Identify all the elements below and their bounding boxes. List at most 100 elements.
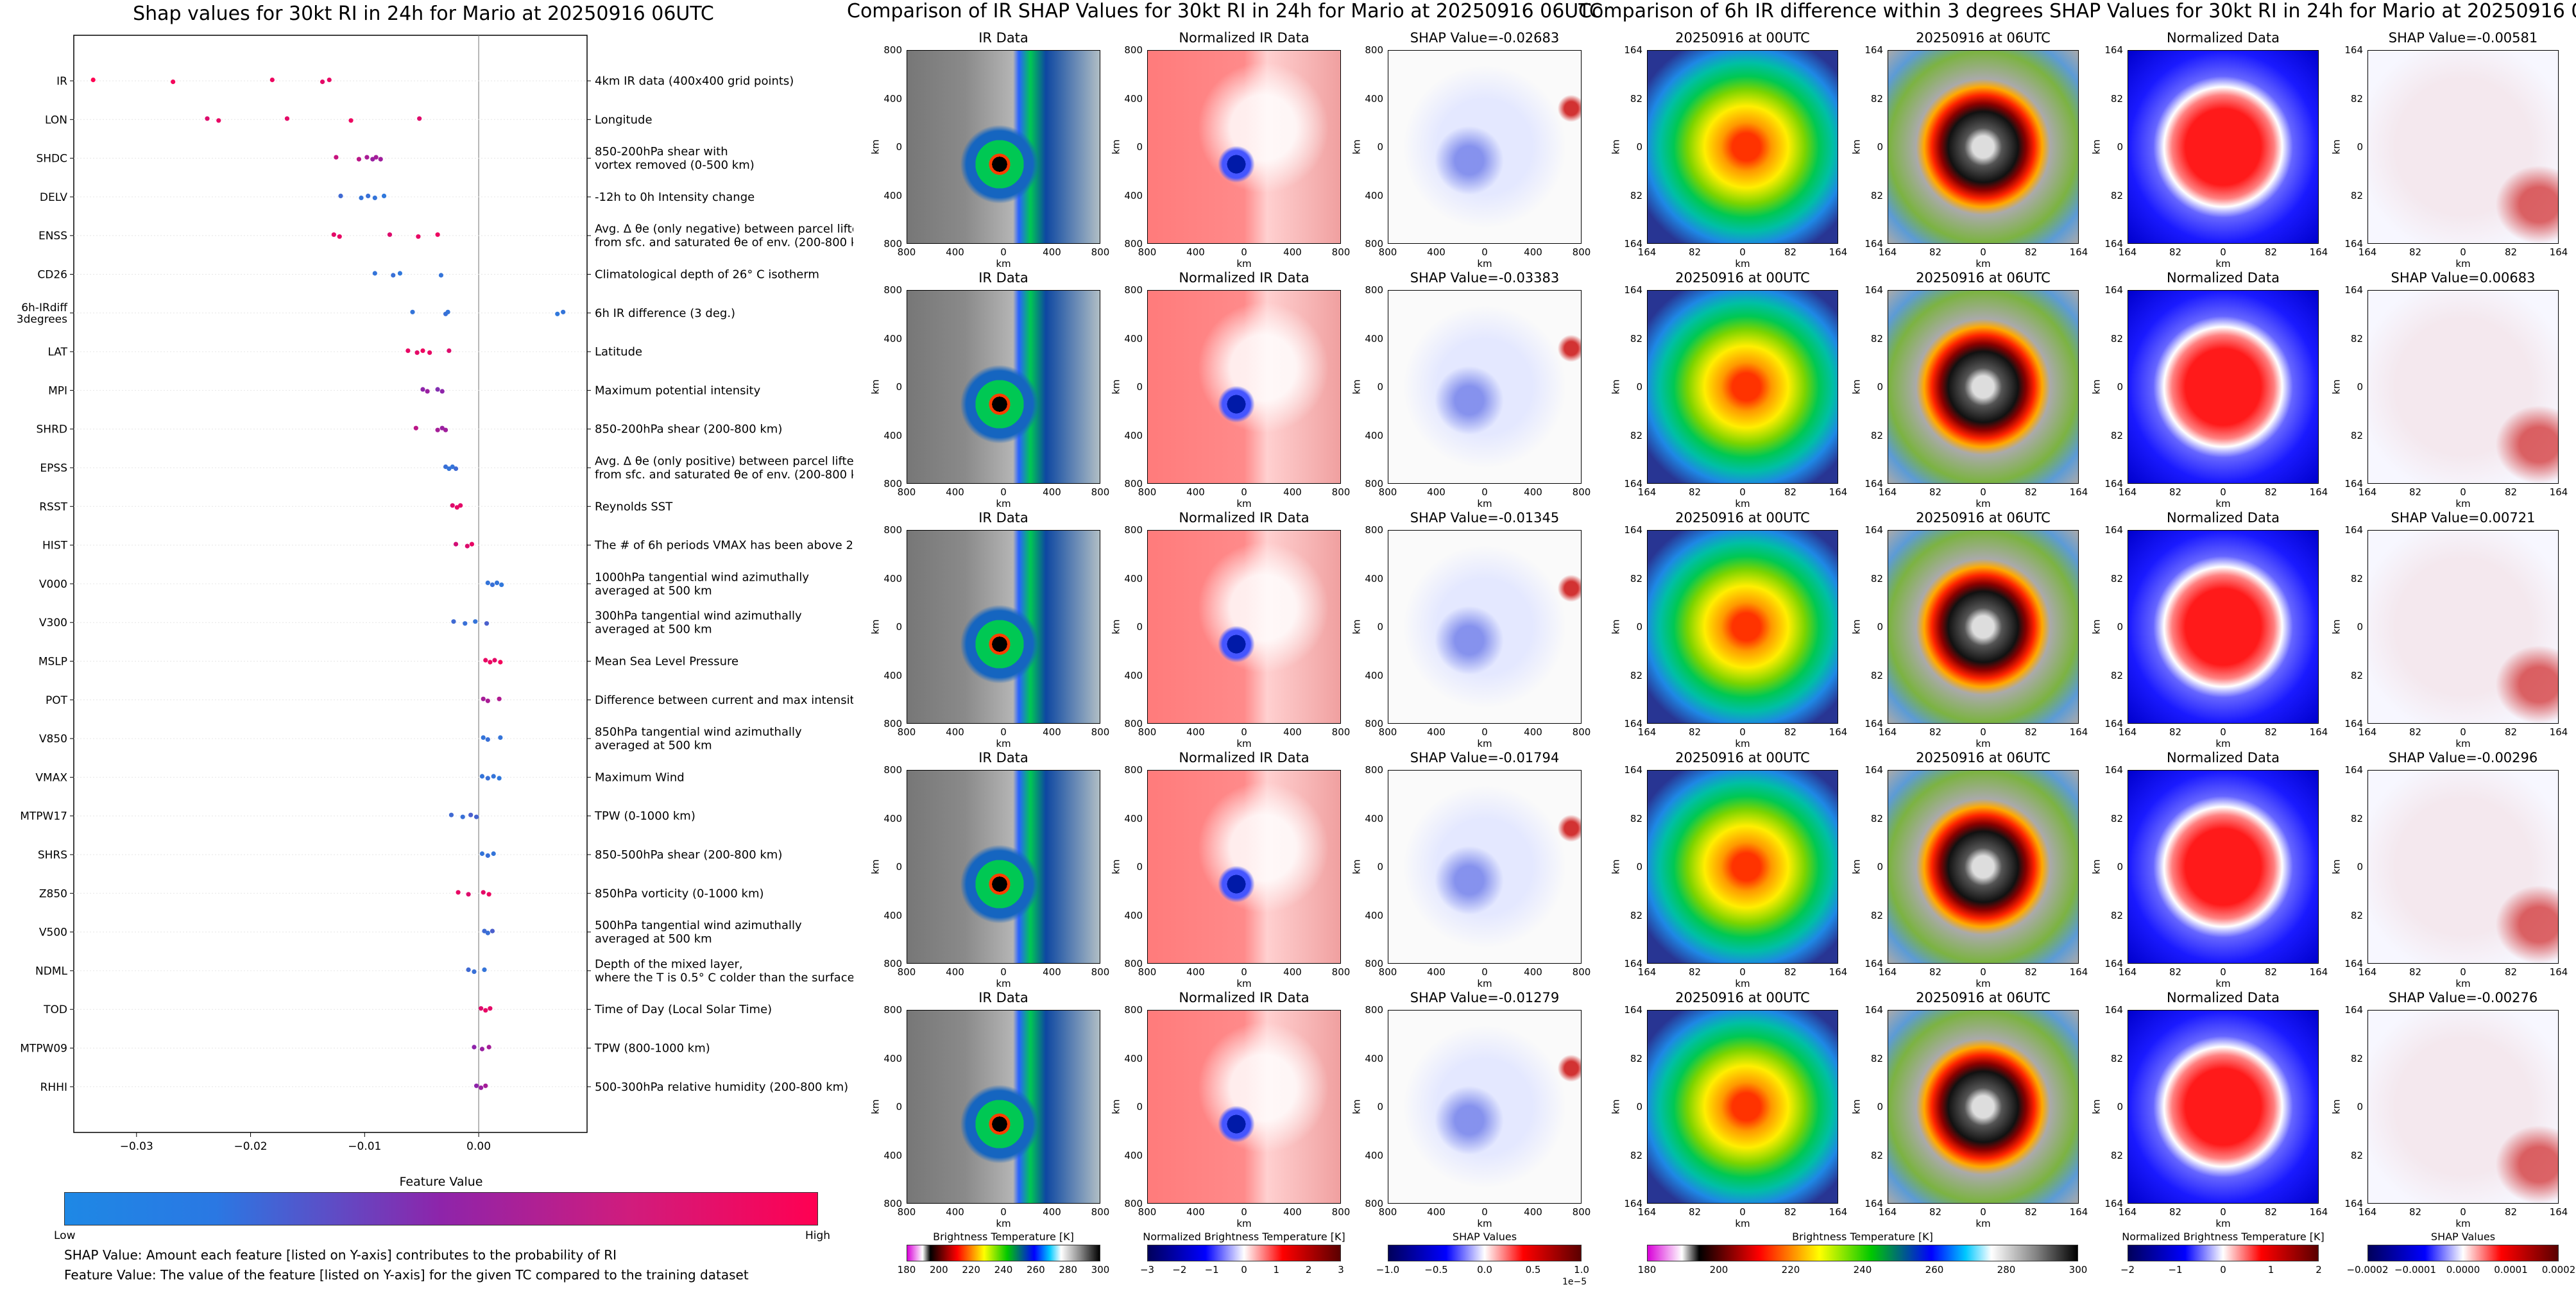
shap-point bbox=[481, 696, 486, 701]
shap-point bbox=[417, 116, 422, 121]
ir-panel-0-0-xlabel: km bbox=[996, 258, 1011, 269]
ir-panel-1-0-ytick: 800 bbox=[883, 478, 902, 490]
diff-panel-1-2-xtick: 82 bbox=[2169, 486, 2182, 498]
feature-desc-24: Time of Day (Local Solar Time) bbox=[594, 1003, 772, 1016]
diff-panel-3-0-xtick: 164 bbox=[1637, 966, 1657, 978]
shap-point bbox=[416, 234, 421, 239]
ir-panel-0-0-xtick: 400 bbox=[1043, 246, 1061, 258]
shap-point bbox=[171, 79, 176, 85]
feature-desc-18: Maximum Wind bbox=[595, 771, 685, 784]
ir-panel-1-1-title: Normalized IR Data bbox=[1179, 270, 1309, 286]
colorbar-tick-5: 0.0001 bbox=[2494, 1264, 2528, 1276]
ir-panel-1-1-ytick: 0 bbox=[1136, 381, 1143, 393]
feature-desc-26: 500-300hPa relative humidity (200-800 km… bbox=[595, 1080, 848, 1094]
shap-point bbox=[427, 350, 432, 355]
ir-panel-3-0-ytick: 0 bbox=[896, 861, 902, 873]
feature-label-25: MTPW09 bbox=[20, 1043, 67, 1055]
ir-panel-3-1-xtick: 0 bbox=[1241, 966, 1247, 978]
ir-panel-1-1-xtick: 400 bbox=[1186, 486, 1205, 498]
ir-panel-3-1-ytick: 400 bbox=[1124, 909, 1143, 921]
ir-panel-4-0-xtick: 800 bbox=[1091, 1206, 1110, 1218]
ir-panel-1-0-xtick: 0 bbox=[1000, 486, 1007, 498]
diff-panel-2-1-xtick: 164 bbox=[1878, 726, 1897, 738]
diff-panel-4-3-ytick: 82 bbox=[2350, 1052, 2363, 1064]
ir-panel-2-1-xtick: 800 bbox=[1138, 726, 1157, 738]
feature-label-8: MPI bbox=[48, 384, 67, 397]
ir-panel-0-2-xtick: 400 bbox=[1524, 246, 1542, 258]
diff-panel-2-3-xtick: 164 bbox=[2549, 726, 2568, 738]
shap-point bbox=[414, 350, 420, 355]
shap-point bbox=[205, 116, 210, 121]
shap-point bbox=[435, 387, 440, 392]
colorbar-tick-4: 2 bbox=[2316, 1264, 2322, 1276]
diff-panel-2-1-ytick: 82 bbox=[1870, 572, 1883, 585]
ir-panel-3-1-ytick: 800 bbox=[1124, 958, 1143, 969]
feature-label-4: ENSS bbox=[38, 230, 67, 243]
colorbar-tick-1: 2 bbox=[1305, 1264, 1312, 1276]
diff-panel-4-2-xtick: 164 bbox=[2309, 1206, 2328, 1218]
diff-panel-0-2-title: Normalized Data bbox=[2167, 30, 2280, 46]
ir-panel-0-0-ytick: 800 bbox=[883, 238, 902, 250]
ir-panel-0-2-ytick: 400 bbox=[1365, 189, 1383, 201]
diff-panel-1-3-ytick: 164 bbox=[2344, 478, 2363, 490]
shap-point bbox=[473, 619, 478, 624]
shap-point bbox=[450, 464, 455, 470]
ir-panel-1-0-ytick: 400 bbox=[883, 429, 902, 441]
diff-panel-3-2-ytick: 164 bbox=[2104, 764, 2123, 776]
feature-desc-17: 850hPa tangential wind azimuthally bbox=[595, 726, 802, 739]
ir-panel-4-2-ytick: 800 bbox=[1365, 1004, 1383, 1016]
colorbar-tick-0: 220 bbox=[962, 1264, 980, 1276]
diff-panel-3-0-xtick: 82 bbox=[1688, 966, 1702, 978]
shap-point bbox=[494, 580, 500, 586]
feature-desc-16: Difference between current and max inten… bbox=[595, 694, 853, 707]
ir-panel-3-0-xtick: 800 bbox=[897, 966, 916, 978]
ir-panel-2-2-xtick: 400 bbox=[1427, 726, 1446, 738]
diff-panel-4-2-xtick: 0 bbox=[2220, 1206, 2226, 1218]
feature-desc-2: 850-200hPa shear with bbox=[595, 145, 728, 158]
ir-panel-3-2-xtick: 400 bbox=[1427, 966, 1446, 978]
ir-panel-3-2-title: SHAP Value=-0.01794 bbox=[1410, 750, 1560, 765]
colorbar-tick-2: 1.0 bbox=[1574, 1264, 1589, 1276]
shap-point bbox=[372, 271, 377, 276]
colorbar-tick-5: −0.0002 bbox=[2346, 1264, 2389, 1276]
colorbar-tick-1: 3 bbox=[1338, 1264, 1344, 1276]
shap-point bbox=[366, 193, 371, 198]
colorbar-tick-1: −3 bbox=[1139, 1264, 1155, 1276]
ir-panel-3-2-xtick: 400 bbox=[1524, 966, 1542, 978]
colorbar-tick-3: 220 bbox=[1781, 1264, 1800, 1276]
diff-panel-1-1-ytick: 164 bbox=[1864, 284, 1883, 296]
ir-panel-1-1-xtick: 400 bbox=[1283, 486, 1302, 498]
colorbar-tick-2: −0.5 bbox=[1424, 1264, 1448, 1276]
diff-panel-3-0-ytick: 164 bbox=[1624, 958, 1642, 969]
shap-point bbox=[479, 774, 485, 779]
diff-panel-3-1-ytick: 82 bbox=[1870, 812, 1883, 824]
colorbar-4 bbox=[2128, 1245, 2319, 1261]
colorbar-tick-4: −2 bbox=[2120, 1264, 2135, 1276]
diff-panel-2-2-xtick: 0 bbox=[2220, 726, 2226, 738]
ir-panel-4-2-ytick: 400 bbox=[1365, 1149, 1383, 1161]
diff-panel-2-0-xtick: 82 bbox=[1784, 726, 1797, 738]
shap-point bbox=[334, 155, 339, 160]
ir-panel-4-2-xtick: 400 bbox=[1427, 1206, 1446, 1218]
diff-panel-3-2-ytick: 164 bbox=[2104, 958, 2123, 969]
diff-panel-2-3-ytick: 82 bbox=[2350, 572, 2363, 585]
ir-panel-4-0-xtick: 400 bbox=[946, 1206, 964, 1218]
ir-panel-0-1-xtick: 0 bbox=[1241, 246, 1247, 258]
diff-panel-2-3-image bbox=[2367, 530, 2559, 724]
diff-panel-3-3-xtick: 164 bbox=[2358, 966, 2377, 978]
ir-panel-0-1-ytick: 800 bbox=[1124, 238, 1143, 250]
ir-panel-0-1-image bbox=[1147, 50, 1341, 244]
diff-panel-4-0-ytick: 164 bbox=[1624, 1198, 1642, 1209]
diff-panel-0-0-xtick: 82 bbox=[1784, 246, 1797, 258]
diff-panel-0-0-xtick: 0 bbox=[1739, 246, 1746, 258]
diff-panel-4-0-ytick: 164 bbox=[1624, 1004, 1642, 1016]
diff-panel-2-1-xtick: 164 bbox=[2069, 726, 2088, 738]
diff-panel-1-0-xtick: 82 bbox=[1784, 486, 1797, 498]
diff-panel-0-3-ytick: 82 bbox=[2350, 92, 2363, 105]
diff-panel-4-2-xlabel: km bbox=[2215, 1218, 2231, 1229]
ir-panel-4-0-ytick: 400 bbox=[883, 1149, 902, 1161]
ir-panel-0-2-xtick: 800 bbox=[1572, 246, 1591, 258]
feature-label-24: TOD bbox=[43, 1003, 67, 1016]
diff-panel-0-0-xlabel: km bbox=[1735, 258, 1750, 269]
diff-panel-0-0-xtick: 164 bbox=[1637, 246, 1657, 258]
